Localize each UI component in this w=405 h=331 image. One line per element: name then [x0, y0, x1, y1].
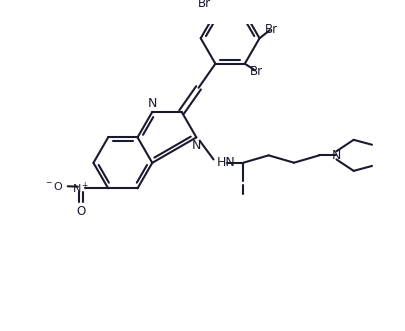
Text: HN: HN — [217, 156, 236, 169]
Text: N: N — [192, 139, 201, 152]
Text: Br: Br — [250, 65, 263, 77]
Text: O: O — [77, 205, 86, 218]
Text: Br: Br — [197, 0, 211, 10]
Text: $^-$O: $^-$O — [45, 180, 64, 192]
Text: Br: Br — [264, 23, 277, 36]
Text: N: N — [147, 97, 157, 110]
Text: N$^+$: N$^+$ — [72, 181, 90, 196]
Text: N: N — [332, 149, 341, 162]
